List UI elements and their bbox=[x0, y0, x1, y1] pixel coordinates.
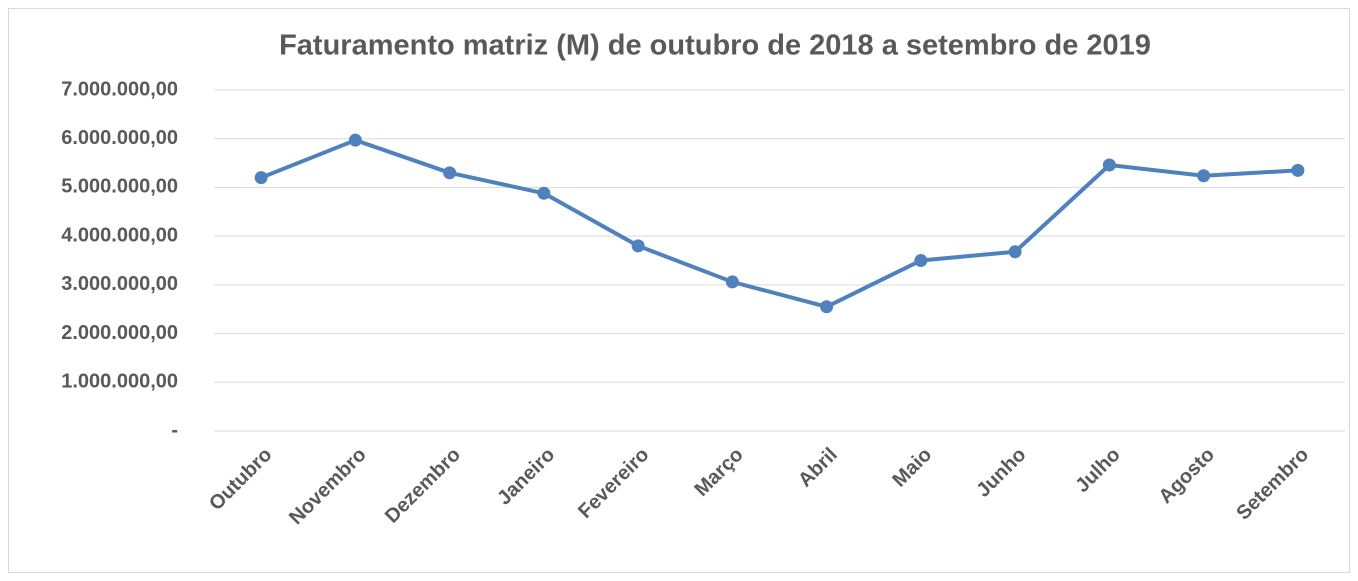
data-point bbox=[631, 239, 645, 253]
data-point bbox=[820, 300, 834, 314]
y-tick-label: 1.000.000,00 bbox=[61, 371, 178, 393]
data-point bbox=[254, 171, 268, 185]
y-tick-label: 3.000.000,00 bbox=[61, 273, 178, 295]
chart-frame bbox=[8, 8, 1350, 573]
y-tick-label: 2.000.000,00 bbox=[61, 322, 178, 344]
data-point bbox=[914, 254, 928, 267]
y-tick-label: 4.000.000,00 bbox=[61, 224, 178, 246]
series-line bbox=[260, 138, 1298, 309]
data-point bbox=[348, 133, 362, 147]
y-tick-label: 6.000.000,00 bbox=[61, 127, 178, 149]
data-point bbox=[725, 275, 739, 289]
data-point bbox=[537, 186, 551, 200]
y-tick-label: 5.000.000,00 bbox=[61, 176, 178, 198]
data-point bbox=[1102, 158, 1116, 172]
y-tick-label: - bbox=[171, 419, 178, 441]
y-tick-label: 7.000.000,00 bbox=[61, 78, 178, 100]
data-point bbox=[1197, 169, 1211, 183]
chart-title: Faturamento matriz (M) de outubro de 201… bbox=[279, 30, 1151, 62]
data-point bbox=[1008, 245, 1022, 259]
data-point bbox=[1291, 163, 1305, 177]
data-point bbox=[443, 166, 457, 180]
